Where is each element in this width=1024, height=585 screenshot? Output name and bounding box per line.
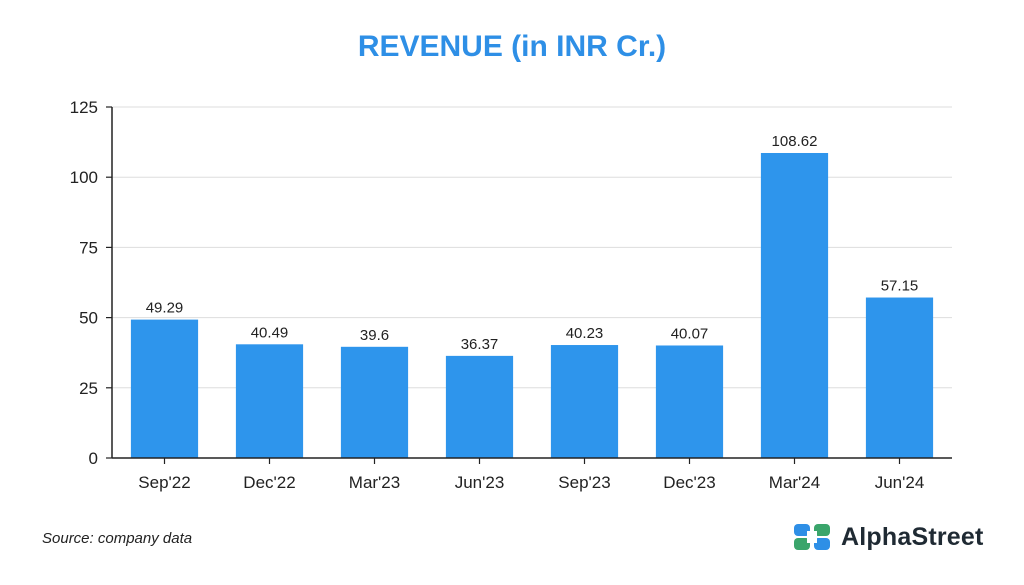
bar-value-label: 108.62 [772,133,818,150]
x-tick-label: Dec'23 [663,473,715,492]
x-tick-label: Jun'24 [875,473,925,492]
bar-5 [655,345,724,458]
bar-value-label: 57.15 [881,278,919,295]
x-tick-label: Jun'23 [455,473,505,492]
x-tick-label: Mar'23 [349,473,400,492]
bar-value-label: 40.23 [566,325,604,342]
x-tick-label: Sep'22 [138,473,190,492]
x-tick-label: Dec'22 [243,473,295,492]
bar-6 [760,152,829,458]
bar-value-label: 36.37 [461,336,499,353]
bar-2 [340,346,409,458]
brand-logo: AlphaStreet [793,522,984,552]
x-tick-label: Mar'24 [769,473,820,492]
y-tick-label: 75 [79,238,98,257]
bar-7 [865,297,934,458]
bars [130,152,934,458]
alphastreet-logo-icon [794,524,830,550]
bar-value-label: 40.49 [251,324,289,341]
brand-name: AlphaStreet [841,522,984,551]
y-tick-label: 0 [89,449,98,468]
x-tick-label: Sep'23 [558,473,610,492]
source-note: Source: company data [42,530,193,547]
bar-value-label: 49.29 [146,300,184,317]
bar-value-labels: 49.29 40.49 39.6 36.37 40.23 40.07 108.62 57.15 [146,133,919,353]
y-tick-label: 25 [79,379,98,398]
y-tick-label: 50 [79,309,98,328]
bar-4 [550,345,619,458]
x-axis-ticks: Sep'22 Dec'22 Mar'23 Jun'23 Sep'23 Dec'23 Mar'… [138,458,924,492]
y-axis-ticks: 0 25 50 75 100 125 [70,98,112,468]
bar-value-label: 39.6 [360,327,389,344]
bar-0 [130,319,199,458]
bar-3 [445,355,514,458]
bar-value-label: 40.07 [671,325,709,342]
chart-title: REVENUE (in INR Cr.) [357,30,667,63]
bar-1 [235,344,304,458]
y-tick-label: 100 [70,168,98,187]
y-tick-label: 125 [70,98,98,117]
